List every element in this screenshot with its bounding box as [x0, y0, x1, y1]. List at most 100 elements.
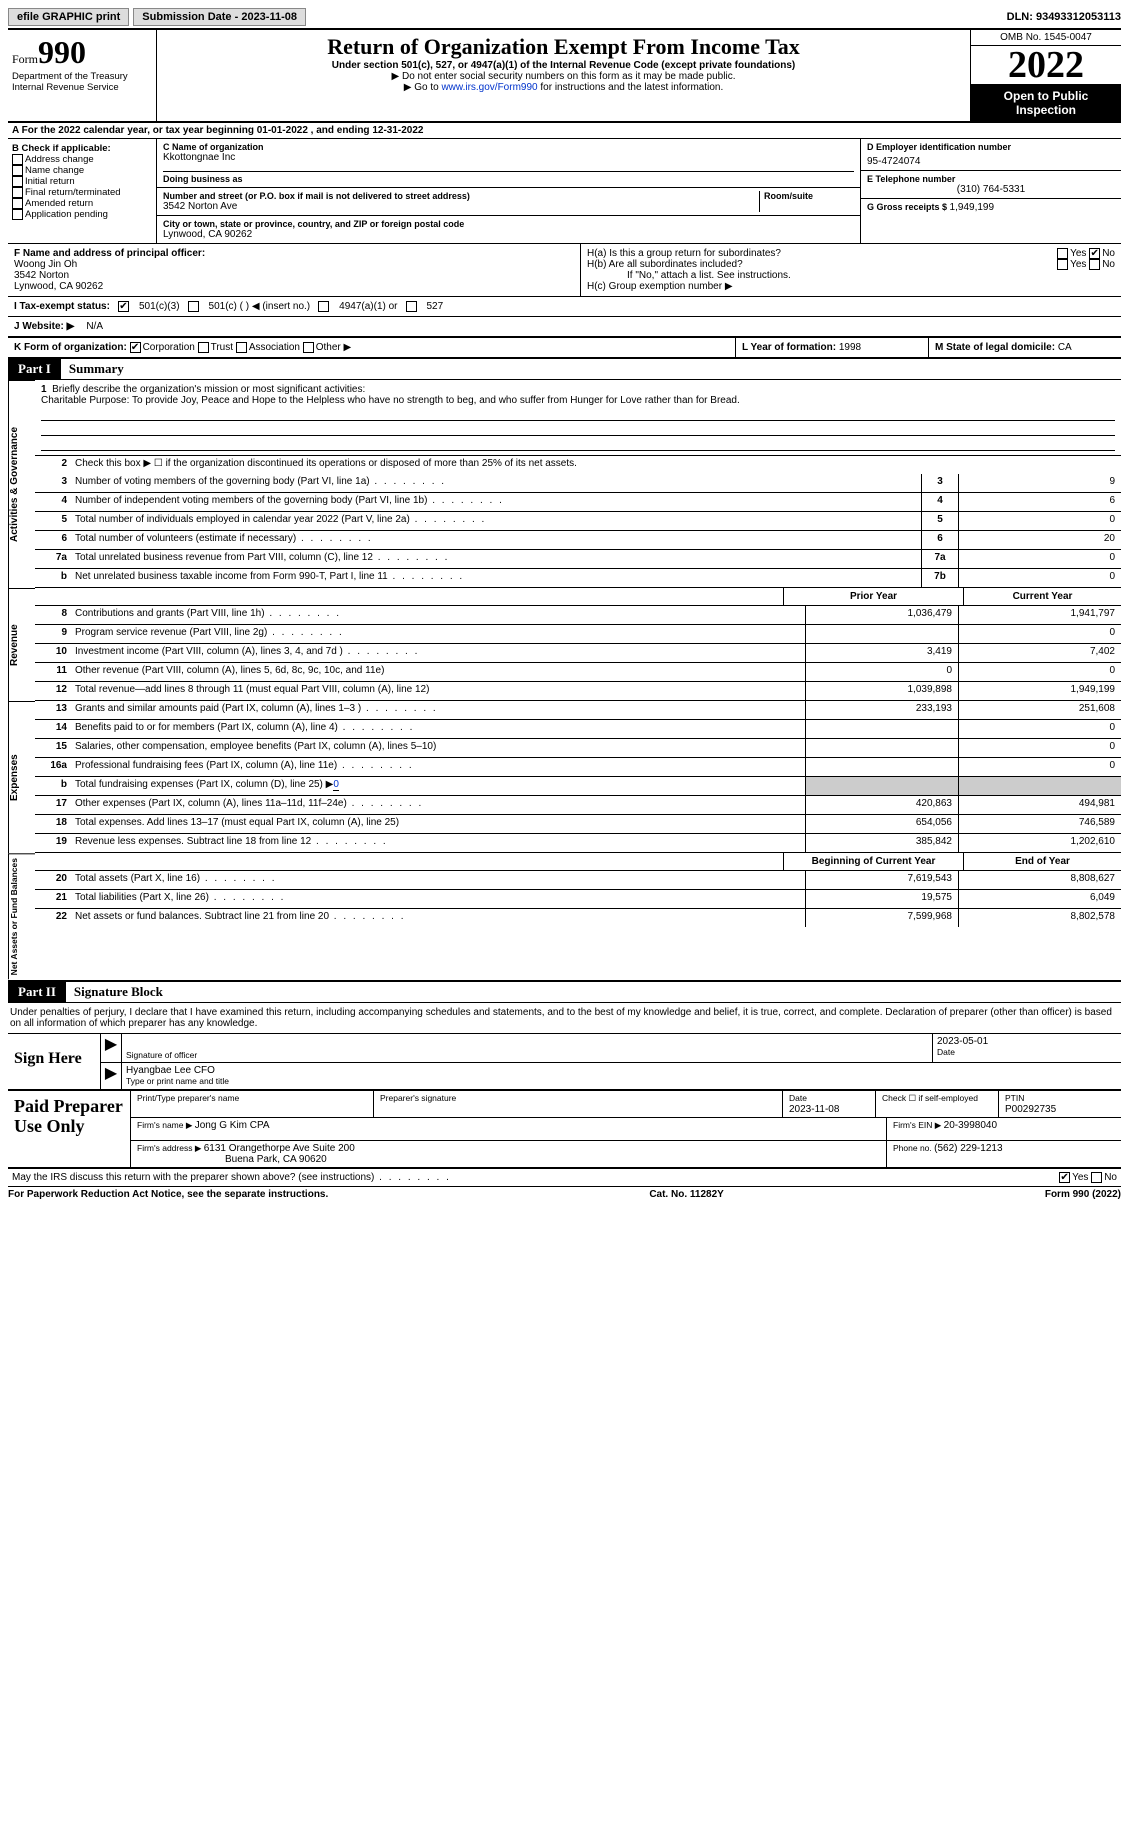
officer-addr1: 3542 Norton: [14, 270, 574, 281]
cb-4947[interactable]: [318, 301, 329, 312]
ptin-value: P00292735: [1005, 1104, 1056, 1115]
firm-addr-label: Firm's address ▶: [137, 1143, 204, 1153]
l8-prior: 1,036,479: [805, 606, 958, 624]
l21-beg: 19,575: [805, 890, 958, 908]
dln-label: DLN:: [1007, 11, 1036, 23]
discuss-text: May the IRS discuss this return with the…: [12, 1172, 1059, 1183]
l9-prior: [805, 625, 958, 643]
l19-desc: Revenue less expenses. Subtract line 18 …: [71, 834, 805, 852]
col-c: C Name of organization Kkottongnae Inc D…: [157, 139, 860, 243]
header-left: Form990 Department of the Treasury Inter…: [8, 30, 157, 121]
firm-addr2: Buena Park, CA 90620: [137, 1154, 327, 1165]
l13-prior: 233,193: [805, 701, 958, 719]
checkbox-final[interactable]: [12, 187, 23, 198]
row-j-label: J Website: ▶: [8, 317, 80, 336]
l17-prior: 420,863: [805, 796, 958, 814]
dln: DLN: 93493312053113: [1007, 11, 1121, 23]
hb-no[interactable]: [1089, 259, 1100, 270]
col-b-label: B Check if applicable:: [12, 143, 152, 154]
l13-desc: Grants and similar amounts paid (Part IX…: [71, 701, 805, 719]
discuss-yes[interactable]: [1059, 1172, 1070, 1183]
cb-corp[interactable]: [130, 342, 141, 353]
submission-date-button[interactable]: Submission Date - 2023-11-08: [133, 8, 306, 26]
cb-trust[interactable]: [198, 342, 209, 353]
l11-prior: 0: [805, 663, 958, 681]
arrow-icon-2: ▶: [101, 1063, 121, 1089]
checkbox-addr-change[interactable]: [12, 154, 23, 165]
org-name-label: C Name of organization: [163, 142, 854, 152]
mission-text: Charitable Purpose: To provide Joy, Peac…: [41, 395, 740, 406]
l13-curr: 251,608: [958, 701, 1121, 719]
cb-assoc[interactable]: [236, 342, 247, 353]
l10-desc: Investment income (Part VIII, column (A)…: [71, 644, 805, 662]
l17-curr: 494,981: [958, 796, 1121, 814]
sig-date-label: Date: [937, 1047, 1117, 1057]
part1-label: Part I: [8, 359, 61, 379]
discuss-no[interactable]: [1091, 1172, 1102, 1183]
form-prefix: Form: [12, 52, 38, 66]
ha-label: H(a) Is this a group return for subordin…: [587, 248, 781, 259]
row-k-label: K Form of organization:: [14, 342, 127, 353]
irs-link[interactable]: www.irs.gov/Form990: [441, 82, 537, 93]
hb-note: If "No," attach a list. See instructions…: [587, 270, 1115, 281]
discuss-row: May the IRS discuss this return with the…: [8, 1169, 1121, 1187]
h-block: H(a) Is this a group return for subordin…: [581, 244, 1121, 296]
ein-value: 95-4724074: [867, 156, 1115, 167]
header-line1: ▶ Do not enter social security numbers o…: [161, 71, 966, 82]
ha-yes[interactable]: [1057, 248, 1068, 259]
ptin-label: PTIN: [1005, 1093, 1024, 1103]
year-formation: 1998: [839, 342, 861, 353]
dba-label: Doing business as: [163, 171, 854, 184]
form-title: Return of Organization Exempt From Incom…: [161, 34, 966, 60]
hb-yes[interactable]: [1057, 259, 1068, 270]
checkbox-name-change[interactable]: [12, 165, 23, 176]
checkbox-amended[interactable]: [12, 198, 23, 209]
cb-other[interactable]: [303, 342, 314, 353]
l22-end: 8,802,578: [958, 909, 1121, 927]
l18-curr: 746,589: [958, 815, 1121, 833]
l16b-val: 0: [333, 779, 339, 791]
cb-527[interactable]: [406, 301, 417, 312]
l12-desc: Total revenue—add lines 8 through 11 (mu…: [71, 682, 805, 700]
efile-button[interactable]: efile GRAPHIC print: [8, 8, 129, 26]
city-label: City or town, state or province, country…: [163, 219, 854, 229]
prep-date: 2023-11-08: [789, 1104, 839, 1115]
domicile: CA: [1058, 342, 1072, 353]
mission-block: 1 Briefly describe the organization's mi…: [35, 380, 1121, 456]
opt-501c: 501(c) ( ) ◀ (insert no.): [209, 301, 311, 312]
prep-self-emp: Check ☐ if self-employed: [876, 1091, 999, 1117]
col-d: D Employer identification number 95-4724…: [860, 139, 1121, 243]
cb-501c3[interactable]: [118, 301, 129, 312]
gross-label: G Gross receipts $: [867, 202, 950, 212]
l7a-val: 0: [958, 550, 1121, 568]
l7b-desc: Net unrelated business taxable income fr…: [71, 569, 921, 587]
year-formation-label: L Year of formation:: [742, 342, 839, 353]
opt-4947: 4947(a)(1) or: [339, 301, 397, 312]
l20-beg: 7,619,543: [805, 871, 958, 889]
cb-501c[interactable]: [188, 301, 199, 312]
footer-left: For Paperwork Reduction Act Notice, see …: [8, 1189, 328, 1200]
checkbox-initial[interactable]: [12, 176, 23, 187]
l22-beg: 7,599,968: [805, 909, 958, 927]
mission-label: Briefly describe the organization's miss…: [52, 384, 365, 395]
arrow-icon: ▶: [101, 1034, 121, 1062]
domicile-label: M State of legal domicile:: [935, 342, 1058, 353]
l12-prior: 1,039,898: [805, 682, 958, 700]
ha-no[interactable]: [1089, 248, 1100, 259]
org-name: Kkottongnae Inc: [163, 152, 854, 163]
l11-desc: Other revenue (Part VIII, column (A), li…: [71, 663, 805, 681]
officer-addr2: Lynwood, CA 90262: [14, 281, 574, 292]
l7b-val: 0: [958, 569, 1121, 587]
checkbox-pending[interactable]: [12, 209, 23, 220]
l16a-prior: [805, 758, 958, 776]
dept-treasury: Department of the Treasury Internal Reve…: [12, 71, 152, 93]
vtab-expenses: Expenses: [8, 701, 35, 853]
tel-label: E Telephone number: [867, 174, 1115, 184]
form-header: Form990 Department of the Treasury Inter…: [8, 30, 1121, 123]
l21-desc: Total liabilities (Part X, line 26): [71, 890, 805, 908]
activities-section: Activities & Governance 1 Briefly descri…: [8, 380, 1121, 588]
form-number: 990: [38, 34, 86, 70]
l10-prior: 3,419: [805, 644, 958, 662]
top-bar: efile GRAPHIC print Submission Date - 20…: [8, 8, 1121, 30]
prep-date-label: Date: [789, 1093, 807, 1103]
